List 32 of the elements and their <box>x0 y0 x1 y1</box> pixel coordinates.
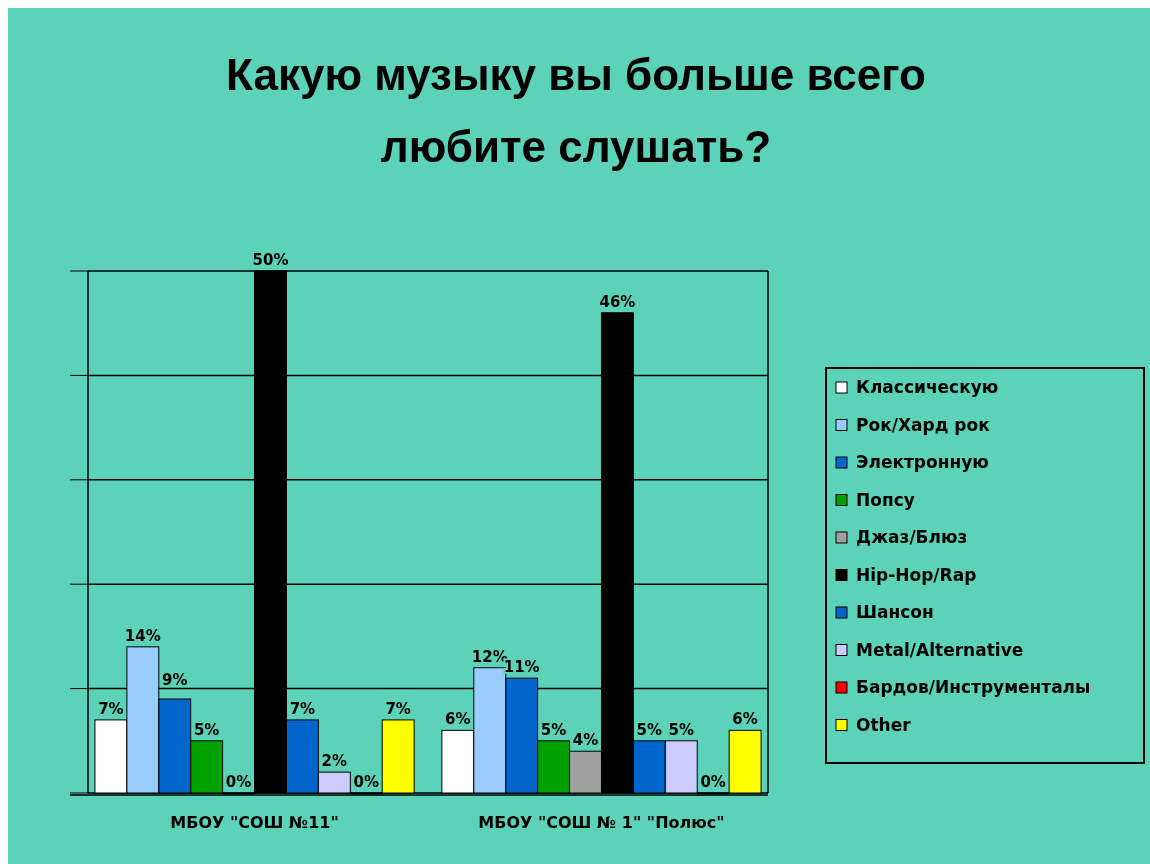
data-label: 6% <box>732 710 758 729</box>
legend-label: Классическую <box>856 377 999 397</box>
data-label: 14% <box>124 626 161 645</box>
legend-label: Шансон <box>856 602 934 622</box>
data-label: 0% <box>225 773 252 791</box>
legend-label: Metal/Alternative <box>856 639 1024 660</box>
chart-title: Какую музыку вы больше всего любите слушать? <box>226 50 926 171</box>
data-label: 50% <box>252 251 289 269</box>
legend-label: Hip-Hop/Rap <box>856 564 977 585</box>
data-label: 9% <box>162 670 188 689</box>
legend-label: Бардов/Инструменталы <box>856 677 1091 697</box>
data-label: 12% <box>471 647 508 666</box>
x-tick-label: МБОУ "СОШ №11" <box>170 813 339 832</box>
data-label: 5% <box>668 720 694 739</box>
data-label: 7% <box>98 699 124 718</box>
legend-label: Рок/Хард рок <box>856 414 991 435</box>
data-label: 4% <box>572 731 599 750</box>
data-label: 5% <box>540 720 567 739</box>
legend-label: Other <box>856 714 912 735</box>
legend-label: Попсу <box>856 489 915 510</box>
data-label: 46% <box>599 292 636 311</box>
data-label: 7% <box>289 699 316 718</box>
data-label: 0% <box>353 773 379 791</box>
data-label: 7% <box>385 699 411 718</box>
data-label: 6% <box>445 710 471 729</box>
data-label: 5% <box>193 720 220 739</box>
data-label: 2% <box>321 752 348 771</box>
data-label: 5% <box>636 720 663 739</box>
data-label: 0% <box>700 773 726 791</box>
x-tick-label: МБОУ "СОШ № 1" "Полюс" <box>478 813 725 832</box>
legend-label: Джаз/Блюз <box>856 527 968 547</box>
legend-label: Электронную <box>856 452 989 472</box>
